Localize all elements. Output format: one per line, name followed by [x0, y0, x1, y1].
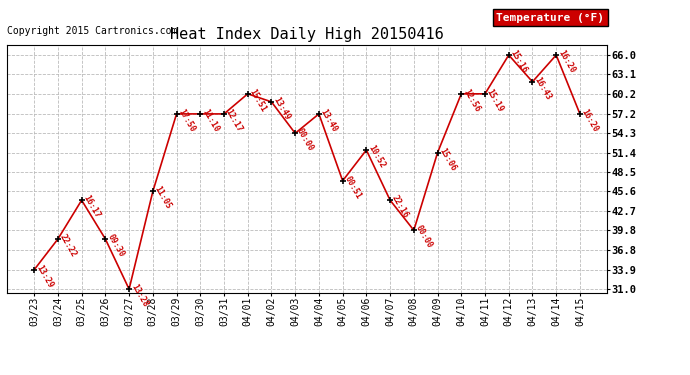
- Text: 00:51: 00:51: [343, 174, 363, 200]
- Text: 13:40: 13:40: [319, 107, 339, 134]
- Text: 12:17: 12:17: [224, 107, 244, 134]
- Text: 00:00: 00:00: [295, 127, 315, 153]
- Text: 15:16: 15:16: [509, 48, 529, 75]
- Text: 22:16: 22:16: [390, 194, 411, 220]
- Text: 16:20: 16:20: [580, 107, 600, 134]
- Text: 13:29: 13:29: [34, 263, 55, 290]
- Text: Temperature (°F): Temperature (°F): [496, 13, 604, 23]
- Text: 13:49: 13:49: [271, 95, 292, 122]
- Text: 09:30: 09:30: [106, 232, 126, 259]
- Text: 11:05: 11:05: [152, 185, 173, 211]
- Title: Heat Index Daily High 20150416: Heat Index Daily High 20150416: [170, 27, 444, 42]
- Text: 11:10: 11:10: [200, 107, 221, 134]
- Text: 13:28: 13:28: [129, 283, 150, 309]
- Text: 22:22: 22:22: [58, 232, 78, 259]
- Text: 15:19: 15:19: [485, 87, 505, 114]
- Text: 15:06: 15:06: [437, 146, 458, 172]
- Text: 15:51: 15:51: [248, 87, 268, 114]
- Text: 16:20: 16:20: [556, 48, 576, 75]
- Text: 12:56: 12:56: [462, 87, 482, 114]
- Text: 16:43: 16:43: [533, 75, 553, 101]
- Text: Copyright 2015 Cartronics.com: Copyright 2015 Cartronics.com: [7, 26, 177, 36]
- Text: 16:17: 16:17: [81, 194, 102, 220]
- Text: 00:00: 00:00: [414, 224, 434, 250]
- Text: 10:52: 10:52: [366, 144, 386, 170]
- Text: 17:50: 17:50: [177, 107, 197, 134]
